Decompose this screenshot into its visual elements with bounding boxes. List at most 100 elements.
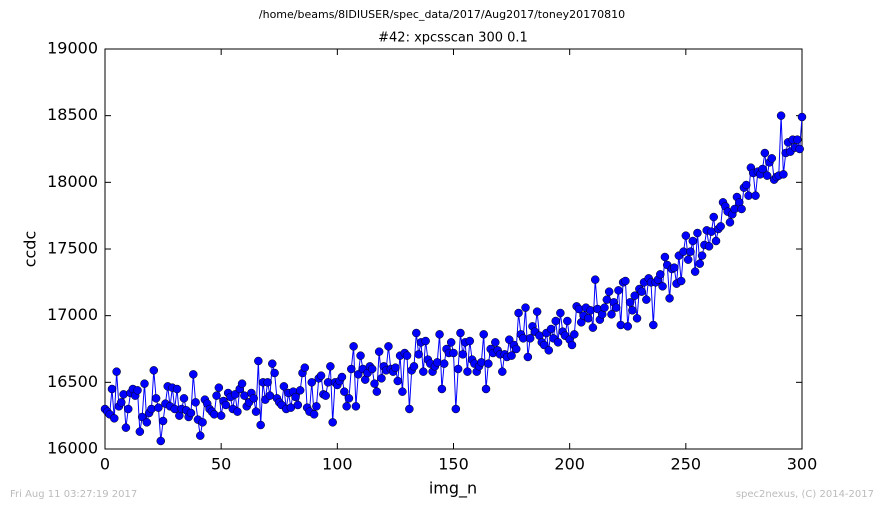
data-point	[511, 344, 521, 354]
data-point	[140, 379, 149, 388]
data-point	[611, 303, 621, 312]
data-point	[137, 412, 147, 422]
data-point	[135, 427, 145, 436]
y-axis-label: ccdc	[21, 231, 40, 268]
data-point	[270, 368, 279, 378]
data-point	[154, 403, 163, 412]
data-point	[697, 251, 707, 260]
data-point	[505, 335, 514, 344]
data-point	[393, 376, 402, 386]
data-point	[328, 418, 337, 427]
data-point	[779, 170, 788, 179]
data-point	[107, 384, 117, 394]
data-point	[370, 379, 379, 388]
data-point	[151, 394, 161, 403]
data-point	[795, 144, 804, 154]
data-point	[321, 391, 330, 400]
data-point	[676, 276, 686, 286]
data-point	[741, 180, 751, 190]
footer-right: spec2nexus, (C) 2014-2017	[736, 489, 874, 500]
data-point	[630, 291, 639, 300]
data-point	[374, 347, 384, 356]
data-point	[326, 362, 335, 371]
data-point	[660, 252, 670, 262]
data-point	[347, 364, 356, 374]
data-point	[198, 418, 207, 427]
data-point	[614, 286, 623, 295]
data-point	[797, 112, 807, 122]
data-point	[256, 420, 265, 430]
data-point	[189, 370, 198, 379]
y-tick-label: 16500	[47, 372, 98, 391]
data-point	[249, 394, 258, 403]
data-point	[221, 400, 231, 410]
y-tick-label: 16000	[47, 439, 98, 458]
data-point	[688, 236, 698, 246]
data-point	[405, 404, 414, 414]
data-point	[716, 222, 725, 231]
data-point	[637, 287, 646, 296]
data-point	[758, 164, 767, 174]
data-point	[669, 263, 679, 272]
y-tick-label: 18500	[47, 105, 98, 124]
data-point	[233, 407, 242, 416]
data-point	[123, 404, 133, 414]
data-point	[142, 418, 152, 427]
x-axis-label: img_n	[429, 479, 477, 499]
data-point	[737, 204, 746, 214]
data-point	[525, 334, 535, 343]
data-point	[391, 363, 400, 372]
data-point	[344, 394, 354, 403]
data-point	[453, 364, 463, 374]
data-point	[725, 218, 735, 227]
data-point	[690, 267, 700, 276]
x-tick-label: 200	[554, 455, 585, 474]
data-point	[446, 338, 456, 347]
data-point	[481, 384, 491, 394]
data-point	[432, 358, 442, 367]
data-point	[268, 359, 277, 368]
data-point	[449, 348, 458, 358]
data-point	[458, 350, 468, 359]
data-point	[279, 382, 289, 391]
data-point	[384, 342, 393, 351]
data-point	[681, 231, 691, 240]
data-point	[658, 282, 667, 291]
data-point	[263, 378, 272, 387]
data-point	[498, 367, 507, 376]
data-point	[414, 350, 423, 359]
y-tick-label: 19000	[47, 39, 98, 58]
data-point	[435, 330, 444, 339]
data-point	[751, 191, 760, 200]
x-tick-label: 0	[100, 455, 110, 474]
data-point	[372, 387, 382, 396]
data-point	[711, 236, 721, 246]
data-point	[377, 374, 386, 383]
data-point	[216, 411, 226, 420]
x-tick-label: 100	[322, 455, 353, 474]
data-point	[523, 352, 533, 362]
data-point	[316, 371, 326, 380]
data-point	[121, 423, 131, 432]
data-point	[584, 314, 593, 323]
data-point	[293, 400, 303, 410]
y-tick-label: 17500	[47, 239, 98, 258]
data-point	[119, 390, 128, 399]
data-point	[214, 383, 224, 392]
data-point	[632, 314, 642, 323]
data-point	[209, 410, 219, 419]
data-point	[367, 364, 377, 374]
data-point	[704, 242, 714, 251]
data-point	[291, 392, 300, 402]
data-point	[412, 328, 421, 338]
data-point	[767, 154, 777, 163]
data-point	[351, 402, 361, 411]
data-point	[563, 316, 572, 326]
data-point	[172, 384, 182, 394]
data-point	[607, 310, 616, 319]
data-point	[567, 340, 577, 350]
data-point	[514, 308, 523, 318]
data-point	[600, 303, 609, 312]
data-point	[156, 436, 166, 446]
data-point	[621, 276, 630, 286]
